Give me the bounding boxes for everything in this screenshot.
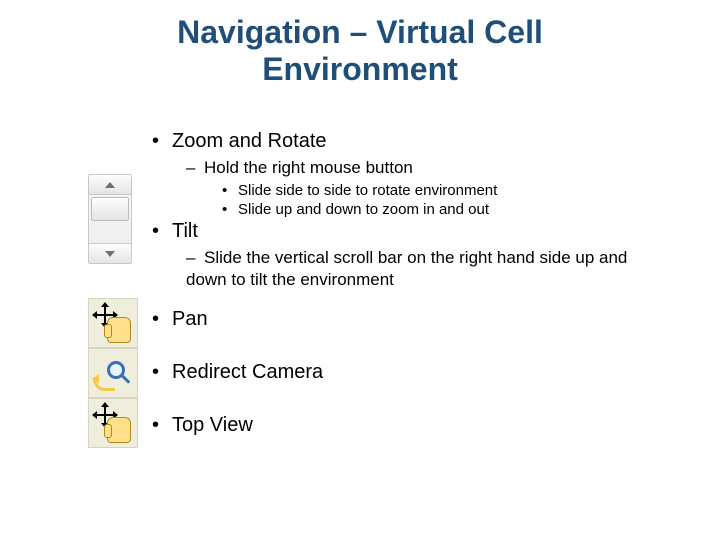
scroll-up-icon (89, 175, 131, 195)
tilt-scrollbar-illustration (88, 174, 140, 264)
detail-slide-zoom-text: Slide up and down to zoom in and out (238, 201, 489, 218)
sub-bullet-tilt-text: Slide the vertical scroll bar on the rig… (186, 248, 627, 288)
hand-icon (107, 317, 131, 343)
bullet-redirect: •Redirect Camera (152, 361, 672, 384)
magnifier-handle-icon (120, 373, 131, 384)
top-view-tool-icon (88, 398, 138, 448)
hand-icon (107, 417, 131, 443)
sub-bullet-tilt: –Slide the vertical scroll bar on the ri… (186, 247, 672, 290)
scroll-down-icon (89, 243, 131, 263)
title-line-1: Navigation – Virtual Cell (177, 14, 543, 50)
bullet-topview: •Top View (152, 414, 672, 437)
slide-title: Navigation – Virtual Cell Environment (0, 0, 720, 88)
sub-bullet-hold-rmb-text: Hold the right mouse button (204, 158, 413, 177)
bullet-zoom-rotate: •Zoom and Rotate (152, 130, 672, 153)
pan-tool-icon (88, 298, 138, 348)
bullet-zoom-rotate-text: Zoom and Rotate (172, 130, 327, 152)
detail-slide-zoom: •Slide up and down to zoom in and out (222, 201, 672, 218)
bullet-content: •Zoom and Rotate –Hold the right mouse b… (152, 130, 672, 441)
title-line-2: Environment (262, 51, 458, 87)
bullet-redirect-text: Redirect Camera (172, 361, 323, 383)
vertical-scrollbar-icon (88, 174, 132, 264)
bullet-pan: •Pan (152, 308, 672, 331)
bullet-tilt: •Tilt (152, 220, 672, 243)
detail-slide-rotate-text: Slide side to side to rotate environment (238, 182, 497, 199)
scroll-thumb-icon (91, 197, 129, 221)
bullet-topview-text: Top View (172, 414, 253, 436)
bullet-pan-text: Pan (172, 308, 208, 330)
detail-slide-rotate: •Slide side to side to rotate environmen… (222, 182, 672, 199)
sub-bullet-hold-rmb: –Hold the right mouse button (186, 157, 672, 178)
redirect-camera-tool-icon (88, 348, 138, 398)
bullet-tilt-text: Tilt (172, 220, 198, 242)
arrow-swoosh-icon (93, 377, 115, 391)
tool-icon-column (88, 298, 140, 448)
